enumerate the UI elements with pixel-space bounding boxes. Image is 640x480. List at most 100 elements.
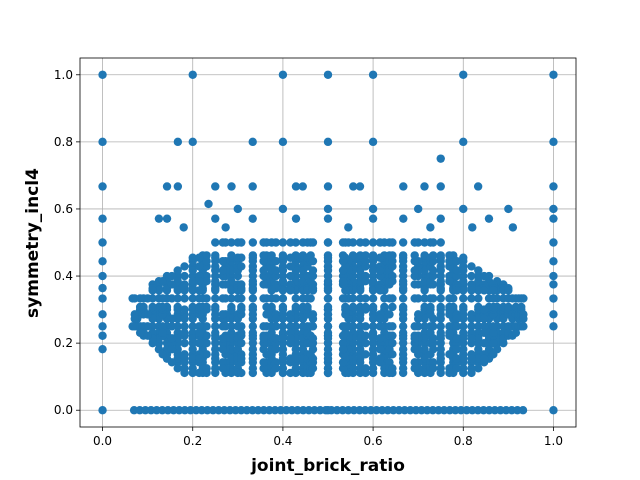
data-point bbox=[420, 238, 429, 247]
data-point bbox=[398, 302, 408, 312]
data-point bbox=[452, 266, 462, 275]
data-point bbox=[436, 322, 445, 331]
data-point bbox=[361, 302, 370, 312]
data-point bbox=[98, 310, 107, 319]
data-point bbox=[211, 314, 220, 323]
data-point bbox=[227, 182, 236, 191]
data-point bbox=[259, 334, 268, 343]
data-point bbox=[323, 314, 333, 323]
data-point bbox=[271, 256, 281, 266]
data-point bbox=[361, 294, 370, 303]
data-point bbox=[452, 345, 462, 354]
data-point bbox=[368, 294, 378, 303]
data-point bbox=[308, 238, 318, 247]
data-point bbox=[227, 238, 236, 247]
data-point bbox=[467, 286, 476, 295]
data-point bbox=[202, 302, 211, 312]
data-point bbox=[248, 294, 258, 303]
data-point bbox=[474, 314, 483, 323]
data-point bbox=[98, 257, 107, 266]
data-point bbox=[211, 277, 220, 286]
data-point bbox=[271, 238, 281, 247]
data-point bbox=[278, 238, 288, 247]
data-point bbox=[188, 294, 197, 303]
data-point bbox=[445, 251, 454, 260]
data-point bbox=[259, 251, 268, 260]
data-point bbox=[361, 350, 370, 359]
data-point bbox=[459, 266, 468, 275]
data-point bbox=[188, 314, 197, 323]
data-point bbox=[211, 294, 220, 303]
data-point bbox=[549, 322, 558, 331]
data-point bbox=[380, 302, 389, 312]
data-point bbox=[218, 294, 227, 303]
data-point bbox=[426, 223, 435, 232]
data-point bbox=[211, 334, 220, 343]
data-point bbox=[338, 322, 348, 331]
y-tick-label: 0.4 bbox=[54, 269, 73, 283]
data-point bbox=[375, 322, 385, 331]
data-point bbox=[338, 294, 348, 303]
data-point bbox=[227, 322, 236, 331]
data-point bbox=[508, 223, 518, 232]
data-point bbox=[173, 294, 182, 303]
x-axis-label: joint_brick_ratio bbox=[250, 456, 405, 476]
data-point bbox=[459, 314, 468, 323]
data-point bbox=[323, 294, 333, 303]
data-point bbox=[211, 368, 220, 378]
data-point bbox=[549, 294, 558, 303]
data-point bbox=[385, 310, 394, 319]
data-point bbox=[211, 214, 220, 223]
data-point bbox=[375, 286, 385, 295]
data-point bbox=[194, 302, 204, 312]
data-point bbox=[459, 204, 468, 214]
data-point bbox=[167, 345, 177, 354]
data-point bbox=[429, 345, 438, 354]
data-point bbox=[504, 204, 513, 214]
data-point bbox=[278, 294, 288, 303]
data-point bbox=[194, 277, 204, 286]
data-point bbox=[452, 354, 462, 363]
data-point bbox=[452, 286, 462, 295]
data-point bbox=[361, 251, 370, 260]
data-point bbox=[158, 277, 167, 286]
data-point bbox=[291, 182, 301, 191]
data-point bbox=[474, 345, 483, 354]
data-point bbox=[202, 350, 211, 359]
data-point bbox=[323, 277, 333, 286]
data-point bbox=[468, 223, 477, 232]
data-point bbox=[436, 302, 445, 312]
data-point bbox=[286, 334, 295, 343]
data-point bbox=[368, 277, 378, 286]
data-point bbox=[248, 266, 258, 275]
data-point bbox=[436, 294, 445, 303]
data-point bbox=[98, 70, 107, 79]
data-point bbox=[445, 294, 454, 303]
data-point bbox=[278, 354, 288, 363]
data-point bbox=[173, 137, 183, 147]
data-point bbox=[202, 294, 211, 303]
data-point bbox=[549, 310, 558, 319]
data-point bbox=[368, 322, 378, 331]
data-point bbox=[474, 364, 483, 373]
data-point bbox=[420, 322, 429, 331]
data-point bbox=[338, 358, 348, 367]
data-point bbox=[410, 280, 419, 289]
data-point bbox=[323, 354, 333, 363]
data-point bbox=[194, 328, 204, 338]
y-tick-label: 0.0 bbox=[54, 403, 73, 417]
data-point bbox=[361, 338, 370, 348]
data-point bbox=[436, 154, 445, 163]
data-point bbox=[308, 266, 318, 275]
data-point bbox=[204, 199, 213, 209]
data-point bbox=[162, 214, 172, 223]
data-point bbox=[218, 310, 227, 319]
data-point bbox=[410, 238, 419, 247]
data-point bbox=[98, 283, 107, 293]
data-point bbox=[356, 314, 365, 323]
data-point bbox=[188, 277, 197, 286]
data-point bbox=[188, 354, 197, 363]
data-point bbox=[479, 328, 489, 338]
data-point bbox=[348, 251, 358, 260]
data-point bbox=[248, 345, 258, 354]
